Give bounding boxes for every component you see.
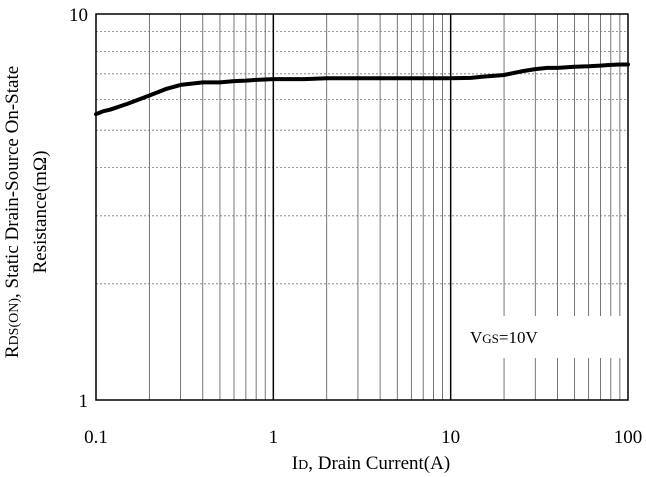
plot-frame — [95, 13, 629, 401]
grid-major — [272, 14, 452, 400]
annotation-vgs: VGS=10V — [470, 328, 538, 347]
x-tick-labels: 0.1 1 10 100 — [84, 427, 642, 448]
y-axis-label-line1: RDS(ON), Static Drain-Source On-State — [2, 66, 23, 358]
y-axis-label-line2: Resistance(mΩ) — [30, 151, 51, 274]
x-tick-label: 0.1 — [84, 427, 108, 448]
series-line — [94, 62, 630, 117]
y-tick-labels: 1 10 — [69, 5, 88, 412]
y-tick-label: 1 — [79, 391, 89, 412]
y-tick-label: 10 — [69, 5, 88, 26]
annotation-background — [452, 316, 624, 358]
x-tick-label: 1 — [269, 427, 279, 448]
x-tick-label: 100 — [614, 427, 643, 448]
x-tick-label: 10 — [441, 427, 460, 448]
x-axis-label: ID, Drain Current(A) — [292, 453, 450, 474]
